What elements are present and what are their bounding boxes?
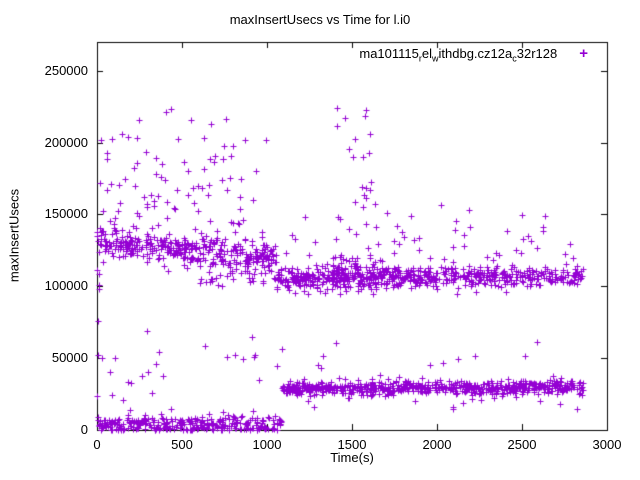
y-tick-label: 150000: [44, 206, 88, 222]
legend: ma101115relwithdbg.cz12ac32r128 +: [359, 46, 588, 64]
x-tick-label: 500: [171, 437, 193, 452]
legend-text-segment: ma101115: [359, 46, 419, 61]
legend-text-segment: c: [512, 53, 517, 64]
y-axis-label: maxInsertUsecs: [6, 188, 22, 283]
y-tick-label: 200000: [44, 134, 88, 150]
plus-marker-icon: +: [579, 45, 588, 62]
chart-title: maxInsertUsecs vs Time for l.i0: [229, 12, 411, 27]
x-tick-label: 2000: [422, 437, 452, 452]
legend-text-segment: 32r128: [516, 46, 558, 61]
legend-text-segment: r: [418, 53, 422, 64]
x-tick-label: 3000: [592, 437, 622, 452]
y-tick-label: 100000: [44, 278, 88, 294]
x-tick-label: 1500: [337, 437, 367, 452]
y-tick-label: 50000: [51, 350, 88, 366]
legend-text-segment: ithdbg.cz12a: [438, 46, 513, 61]
x-tick-label: 1000: [252, 437, 282, 452]
legend-series-label: ma101115relwithdbg.cz12ac32r128: [359, 46, 557, 64]
legend-text-segment: w: [432, 53, 439, 64]
x-axis-label: Time(s): [330, 450, 374, 465]
x-tick-label: 0: [93, 437, 101, 452]
y-tick-label: 250000: [44, 62, 88, 78]
x-tick-label: 2500: [507, 437, 537, 452]
legend-text-segment: el: [421, 46, 433, 61]
y-tick-label: 0: [80, 422, 88, 437]
